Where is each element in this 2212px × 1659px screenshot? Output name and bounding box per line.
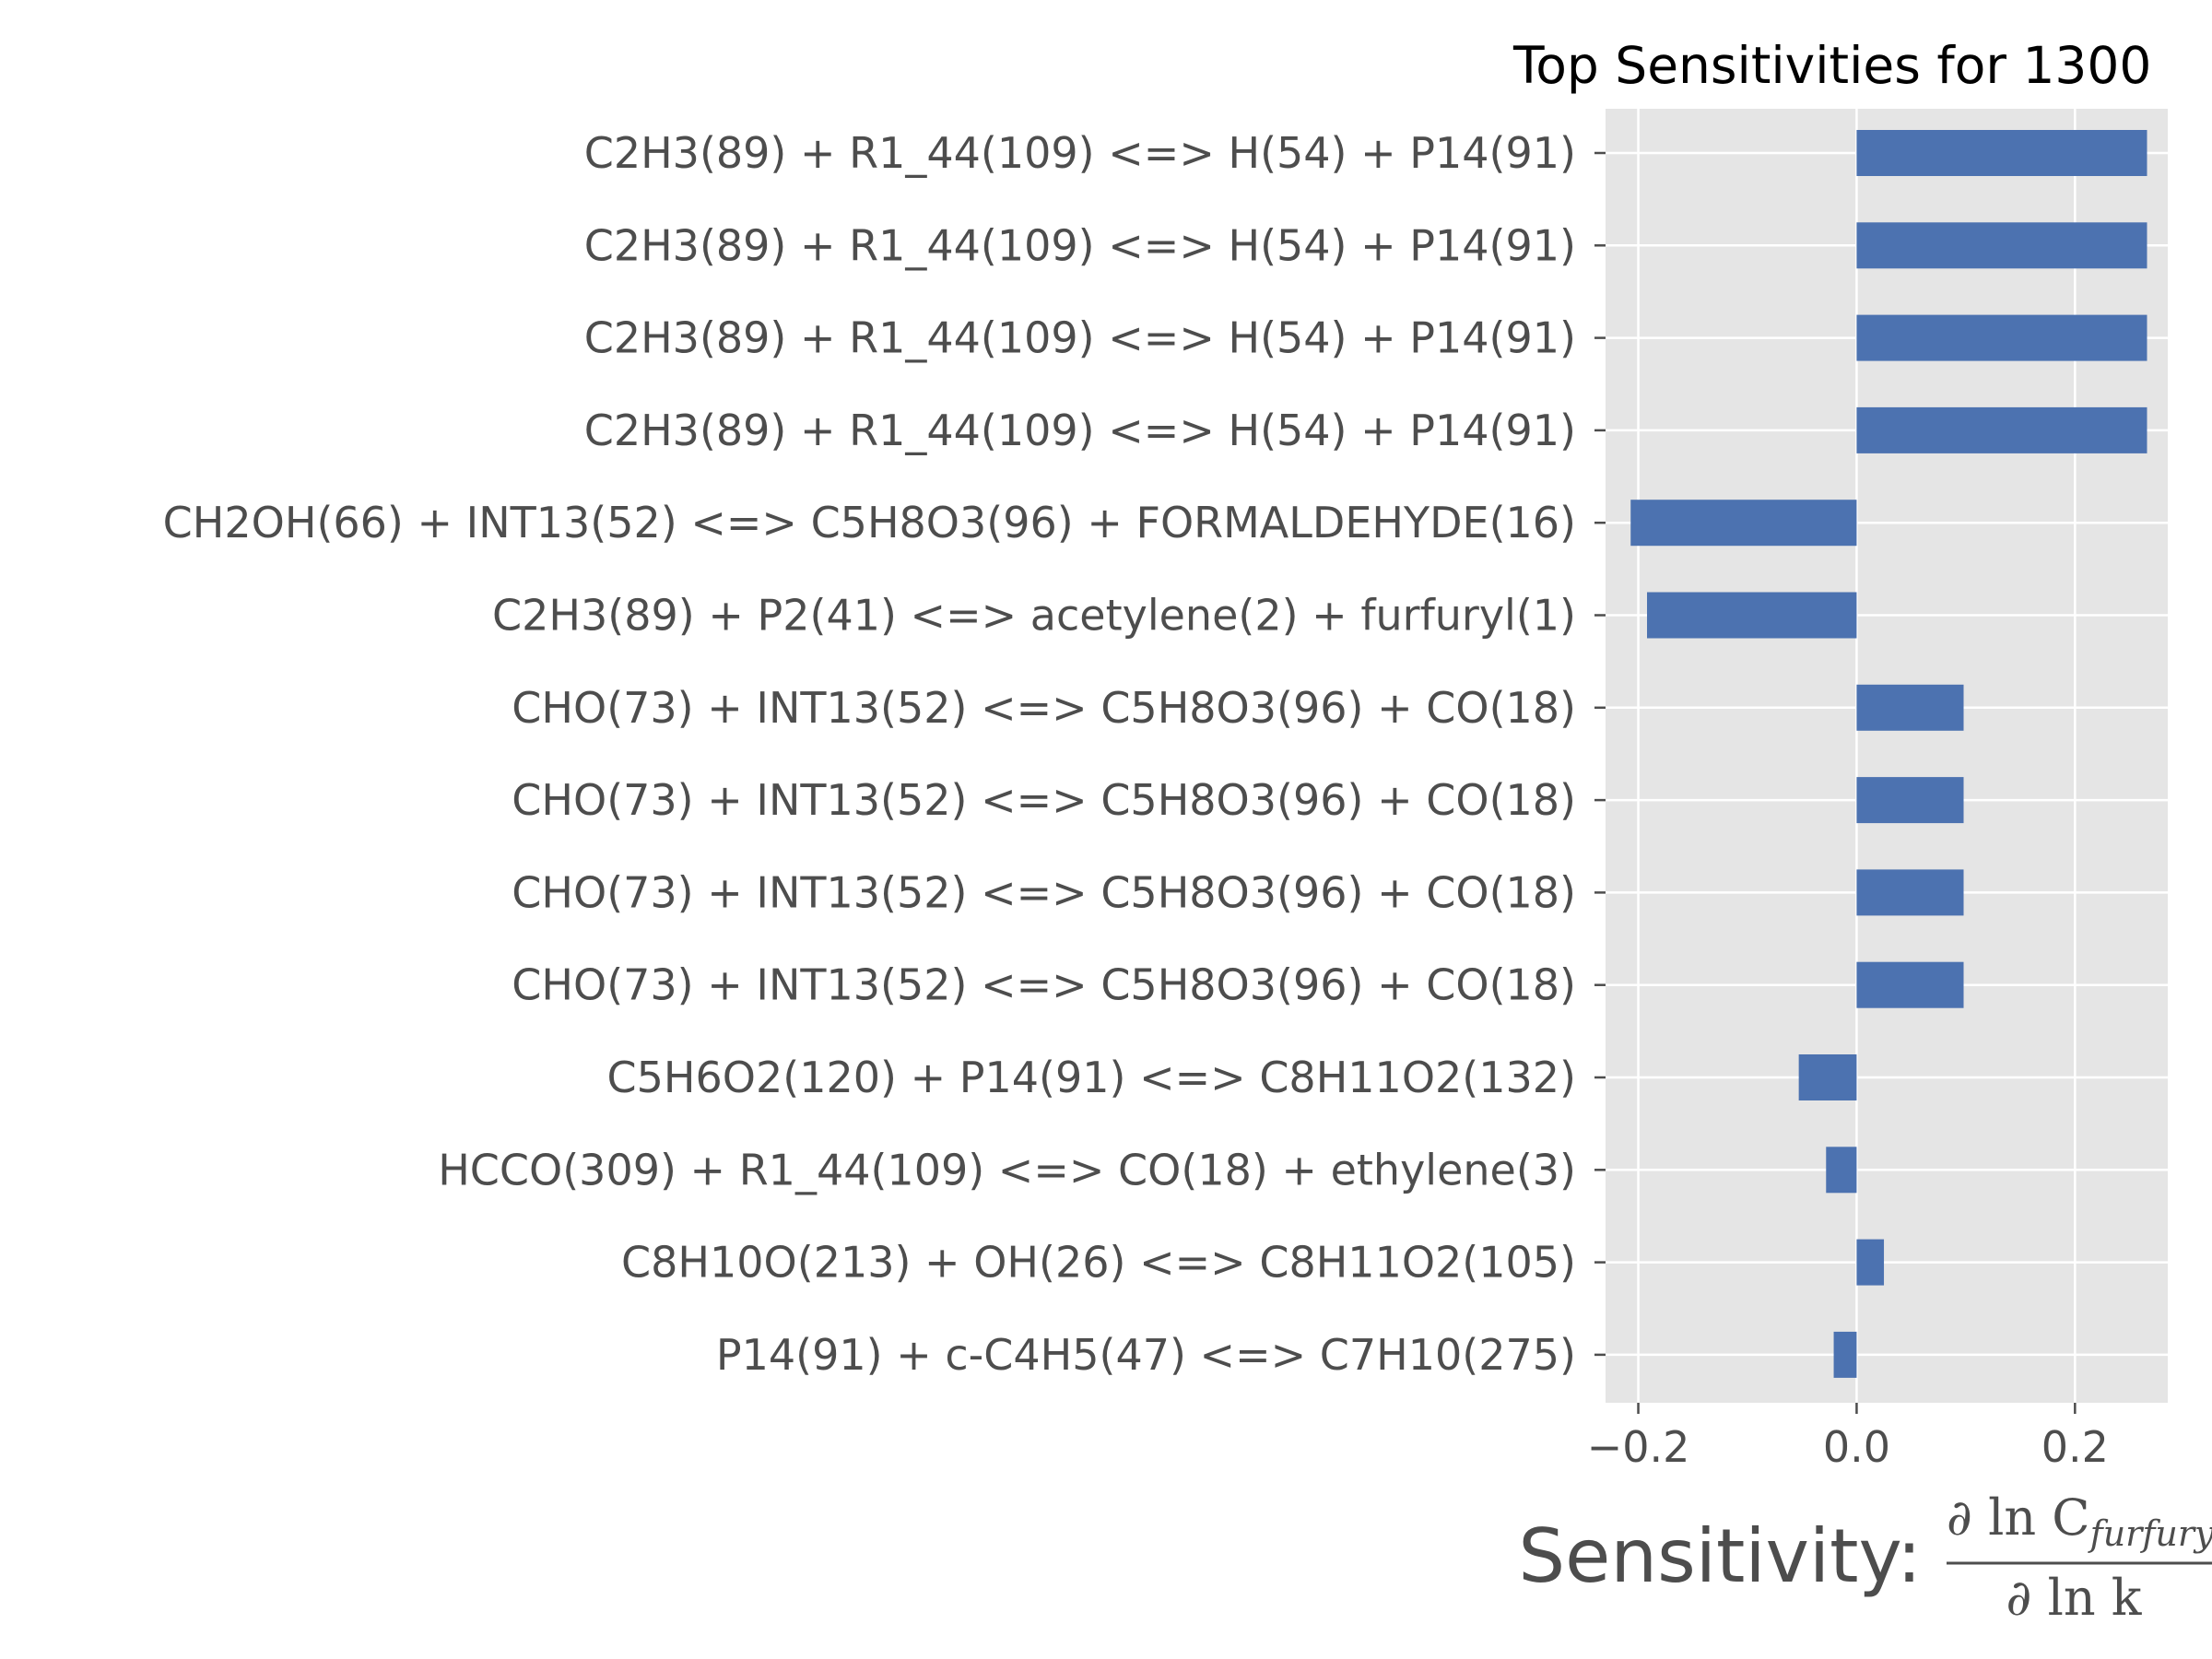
y-tick-label: CHO(73) + INT13(52) <=> C5H8O3(96) + CO(… (512, 960, 1576, 1010)
x-axis-ticks: −0.2 0.0 0.2 (1587, 1403, 2109, 1472)
x-axis-label: Sensitivity: ∂ ln Cfurfury ∂ ln k (1518, 1488, 2212, 1627)
y-tick-label: C2H3(89) + R1_44(109) <=> H(54) + P14(91… (584, 406, 1576, 455)
x-axis-label-numerator: ∂ ln Cfurfury (1947, 1488, 2212, 1554)
y-tick-label: CHO(73) + INT13(52) <=> C5H8O3(96) + CO(… (512, 775, 1576, 825)
bar (1826, 1147, 1857, 1194)
plot-background (1606, 109, 2168, 1403)
bar (1647, 592, 1857, 639)
bar (1856, 1239, 1885, 1286)
y-tick-label: CHO(73) + INT13(52) <=> C5H8O3(96) + CO(… (512, 683, 1576, 733)
y-tick-label: C2H3(89) + R1_44(109) <=> H(54) + P14(91… (584, 313, 1576, 363)
bar (1856, 777, 1964, 824)
x-axis-label-text: Sensitivity: (1518, 1513, 1922, 1599)
x-tick-label: 0.0 (1823, 1422, 1890, 1472)
bar (1856, 314, 2147, 361)
bar (1856, 222, 2147, 269)
bar (1856, 406, 2147, 453)
y-tick-label: CH2OH(66) + INT13(52) <=> C5H8O3(96) + F… (163, 498, 1576, 547)
bar (1798, 1054, 1857, 1100)
bars (1630, 130, 2147, 1378)
x-tick-label: −0.2 (1587, 1422, 1690, 1472)
chart-title: Top Sensitivities for 1300 (1512, 36, 2151, 95)
bar (1630, 500, 1857, 547)
y-tick-label: C2H3(89) + R1_44(109) <=> H(54) + P14(91… (584, 220, 1576, 270)
x-axis-label-denominator: ∂ ln k (2006, 1569, 2142, 1627)
bar (1856, 684, 1964, 731)
bar (1856, 961, 1964, 1008)
y-tick-label: HCCO(309) + R1_44(109) <=> CO(18) + ethy… (438, 1145, 1576, 1194)
bar (1856, 869, 1964, 916)
y-tick-label: C8H10O(213) + OH(26) <=> C8H11O2(105) (621, 1238, 1576, 1288)
y-tick-label: P14(91) + c-C4H5(47) <=> C7H10(275) (716, 1330, 1576, 1380)
x-tick-label: 0.2 (2041, 1422, 2109, 1472)
y-tick-label: C5H6O2(120) + P14(91) <=> C8H11O2(132) (607, 1053, 1576, 1102)
bar (1856, 130, 2147, 176)
y-tick-label: C2H3(89) + R1_44(109) <=> H(54) + P14(91… (584, 128, 1576, 178)
y-tick-label: CHO(73) + INT13(52) <=> C5H8O3(96) + CO(… (512, 867, 1576, 917)
bar (1833, 1331, 1857, 1378)
y-tick-label: C2H3(89) + P2(41) <=> acetylene(2) + fur… (492, 591, 1576, 641)
y-axis-ticks: C2H3(89) + R1_44(109) <=> H(54) + P14(91… (163, 128, 1606, 1380)
